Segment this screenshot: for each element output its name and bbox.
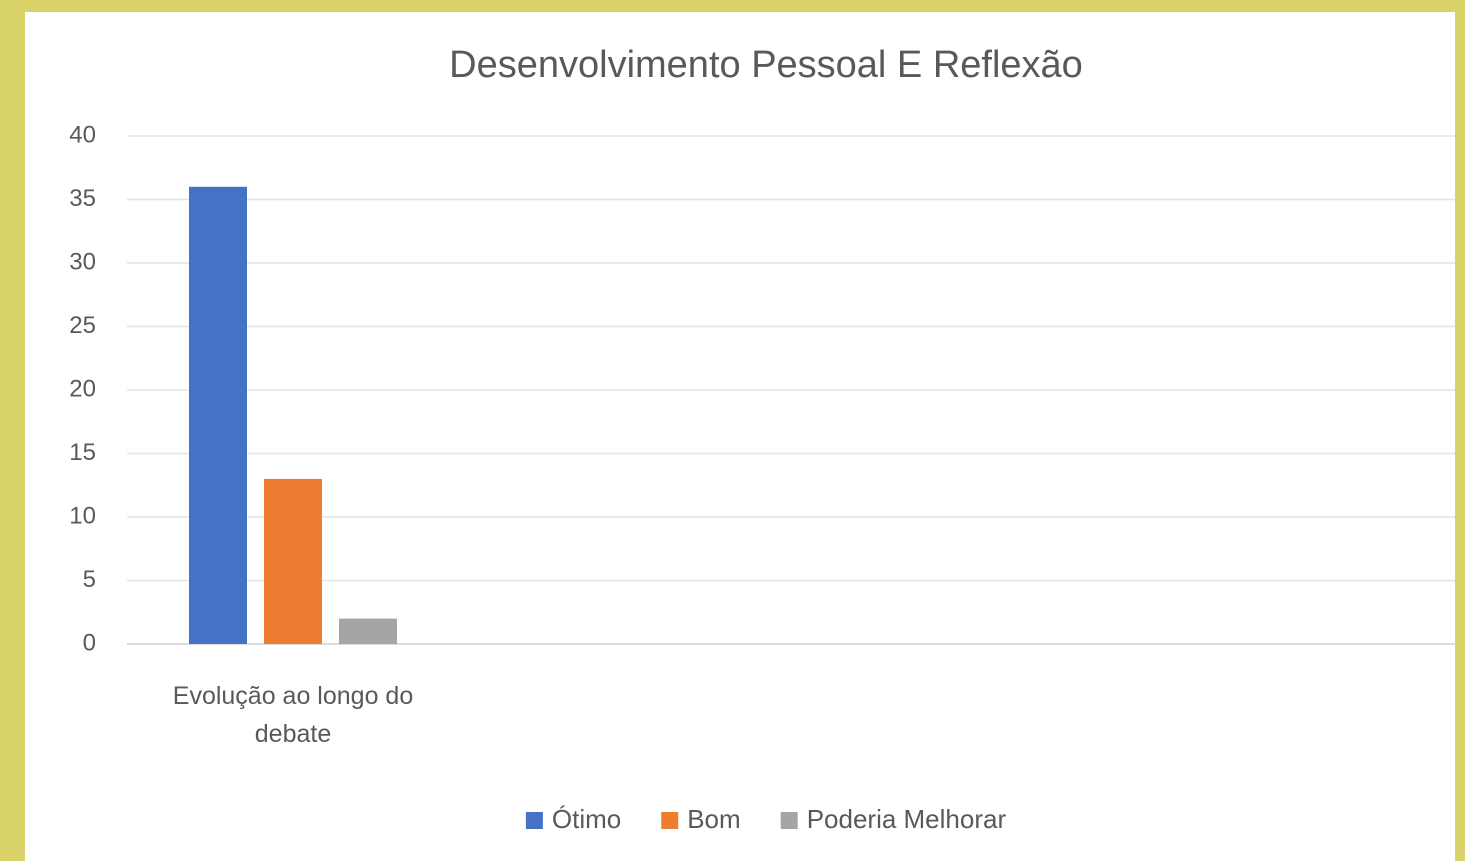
legend-label: Bom <box>687 804 740 834</box>
y-tick-label: 0 <box>83 629 96 656</box>
x-tick-label: Evolução ao longo do debate <box>172 682 414 748</box>
bar <box>264 478 322 644</box>
bar <box>189 186 247 645</box>
y-tick-label: 10 <box>69 502 96 529</box>
y-tick-label: 30 <box>69 248 96 275</box>
y-tick-label: 40 <box>69 121 96 148</box>
chart-panel <box>25 12 1455 861</box>
bar <box>339 618 397 644</box>
legend-swatch <box>525 812 543 829</box>
y-tick-label: 5 <box>83 566 96 593</box>
y-tick-label: 20 <box>69 375 96 402</box>
legend-label: Ótimo <box>552 804 621 834</box>
legend-label: Poderia Melhorar <box>807 804 1007 834</box>
y-tick-label: 35 <box>69 185 96 212</box>
y-tick-label: 25 <box>69 312 96 339</box>
chart-title: Desenvolvimento Pessoal E Reflexão <box>449 44 1083 86</box>
legend-swatch <box>780 812 798 829</box>
y-tick-label: 15 <box>69 439 96 466</box>
legend-swatch <box>661 812 679 829</box>
